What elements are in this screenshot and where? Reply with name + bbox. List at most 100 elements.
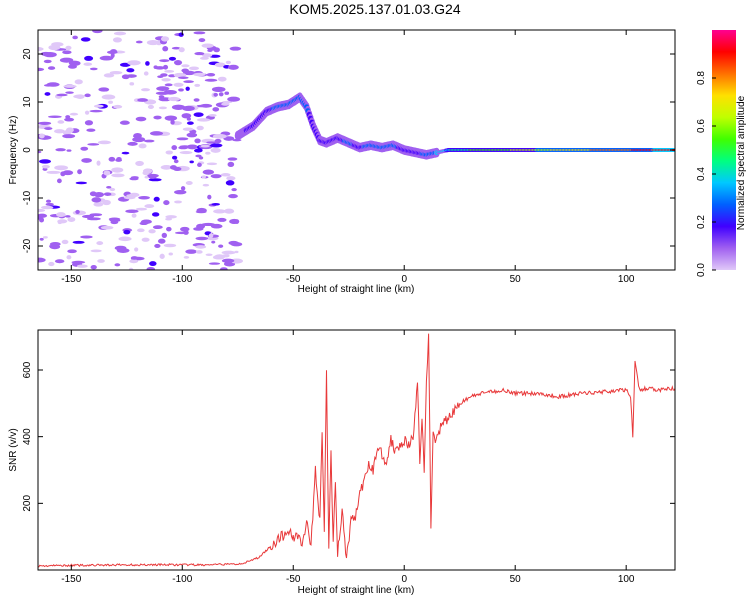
heatmap-cell: [201, 222, 216, 227]
heatmap-cell: [109, 187, 116, 192]
heatmap-cell: [157, 75, 164, 79]
heatmap-cell: [225, 60, 232, 65]
heatmap-cell: [164, 83, 173, 87]
heatmap-cell: [156, 86, 170, 91]
heatmap-cell: [140, 219, 152, 224]
snr-panel: -150 -100 -50 0 50 100 200 400 600 Height of st…: [8, 329, 676, 596]
heatmap-cell: [48, 261, 55, 267]
heatmap-cell: [167, 96, 180, 102]
heatmap-cell: [96, 241, 104, 246]
heatmap-cell: [121, 74, 130, 80]
spectrogram-x-tick-label: 100: [618, 274, 635, 285]
snr-y-tick-label: 600: [22, 361, 33, 378]
colorbar-ticks: 0.0 0.2 0.4 0.6 0.8: [696, 71, 716, 277]
heatmap-cell: [118, 236, 132, 242]
heatmap-cell: [89, 213, 103, 217]
spectrogram-x-tick-label: -100: [172, 274, 192, 285]
snr-x-ticks: -150 -100 -50 0 50 100: [61, 330, 635, 585]
heatmap-cell: [185, 86, 190, 91]
heatmap-cell: [127, 60, 141, 66]
heatmap-cell: [110, 49, 118, 54]
heatmap-cell: [160, 165, 173, 170]
heatmap-cell: [103, 73, 115, 78]
heatmap-cell: [44, 127, 53, 130]
heatmap-cell: [103, 192, 112, 196]
heatmap-cell: [211, 202, 221, 206]
heatmap-cell: [89, 109, 103, 113]
heatmap-cell: [153, 115, 162, 120]
heatmap-cell: [81, 158, 92, 163]
heatmap-cell: [45, 202, 54, 206]
heatmap-cell: [38, 67, 45, 72]
heatmap-cell: [217, 217, 227, 222]
colorbar-tick-label: 0.0: [696, 263, 707, 277]
heatmap-cell: [163, 243, 177, 248]
heatmap-cell: [72, 240, 85, 244]
heatmap-cell: [86, 217, 101, 221]
heatmap-cell: [183, 255, 190, 259]
heatmap-cell: [218, 244, 224, 248]
heatmap-cell: [221, 250, 236, 255]
heatmap-cell: [193, 72, 206, 77]
heatmap-cell: [171, 145, 178, 151]
heatmap-cell: [181, 64, 190, 68]
heatmap-cell: [93, 104, 104, 108]
heatmap-cell: [165, 150, 173, 155]
snr-frame: [37, 329, 676, 571]
heatmap-cell: [67, 249, 77, 254]
heatmap-cell: [89, 191, 97, 197]
heatmap-cell: [135, 207, 148, 211]
heatmap-cell: [202, 169, 215, 175]
heatmap-cell: [186, 132, 198, 138]
heatmap-cell: [106, 186, 112, 189]
heatmap-cell: [97, 140, 111, 145]
colorbar-tick-label: 0.6: [696, 119, 707, 133]
heatmap-cell: [220, 267, 228, 270]
heatmap-cell: [38, 257, 46, 263]
heatmap-cell: [202, 183, 210, 187]
heatmap-cell: [214, 62, 226, 68]
heatmap-cell: [186, 117, 191, 121]
heatmap-cell: [62, 134, 76, 139]
heatmap-cell: [100, 225, 114, 230]
heatmap-cell: [108, 156, 116, 162]
heatmap-cell: [174, 189, 187, 195]
heatmap-cell: [220, 173, 231, 177]
heatmap-cell: [72, 35, 78, 40]
heatmap-cell: [195, 154, 202, 158]
heatmap-cell: [83, 62, 93, 66]
heatmap-cell: [86, 128, 96, 132]
heatmap-cell: [173, 159, 179, 164]
heatmap-cell: [46, 170, 61, 174]
heatmap-cell: [49, 244, 61, 250]
heatmap-cell: [179, 151, 193, 155]
heatmap-cell: [180, 226, 190, 232]
heatmap-cell: [207, 49, 213, 53]
heatmap-cell: [39, 159, 51, 164]
heatmap-cell: [64, 117, 75, 122]
heatmap-cell: [197, 162, 202, 168]
heatmap-cell: [130, 176, 139, 179]
heatmap-cell: [188, 66, 200, 71]
heatmap-cell: [62, 50, 72, 55]
heatmap-cell: [39, 217, 45, 223]
heatmap-cell: [221, 254, 230, 258]
heatmap-cell: [178, 47, 185, 53]
heatmap-cell: [213, 47, 220, 53]
heatmap-cell: [53, 129, 65, 134]
heatmap-cell: [63, 84, 77, 88]
heatmap-cell: [165, 217, 173, 221]
heatmap-cell: [159, 253, 165, 259]
heatmap-cell: [111, 167, 124, 173]
spectrogram-x-tick-label: -150: [61, 274, 81, 285]
heatmap-cell: [160, 36, 170, 42]
heatmap-cell: [66, 149, 72, 152]
heatmap-cell: [180, 186, 186, 191]
heatmap-cell: [80, 146, 89, 151]
heatmap-cell: [146, 39, 160, 46]
heatmap-cell: [193, 112, 204, 117]
heatmap-cell: [173, 60, 183, 66]
heatmap-cell: [84, 93, 91, 98]
heatmap-cell: [176, 137, 189, 141]
heatmap-cell: [126, 194, 135, 198]
